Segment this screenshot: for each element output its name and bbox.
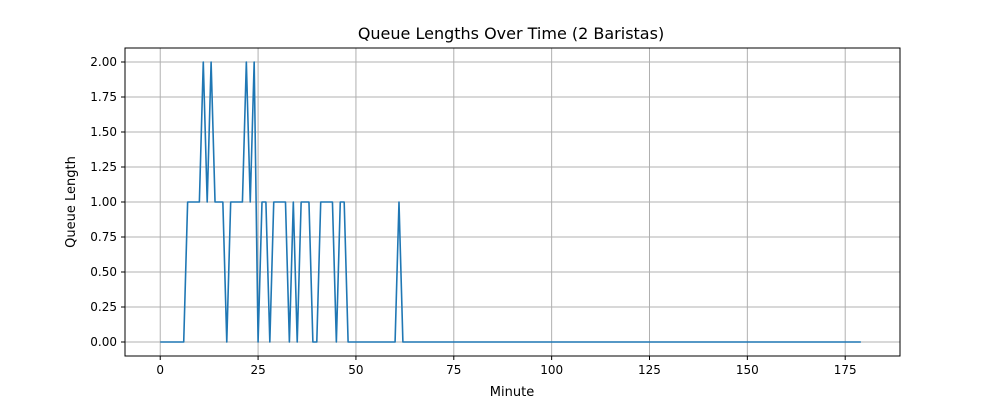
x-tick-label: 50 — [348, 363, 363, 377]
queue-length-line — [160, 61, 861, 343]
y-tick-label: 1.75 — [90, 90, 117, 104]
x-axis: 0 25 50 75 100 125 150 175 — [156, 356, 857, 377]
x-tick-label: 125 — [638, 363, 661, 377]
y-tick-label: 0.75 — [90, 230, 117, 244]
y-tick-label: 2.00 — [90, 55, 117, 69]
grid-lines — [125, 48, 900, 356]
y-tick-label: 0.50 — [90, 265, 117, 279]
x-tick-label: 175 — [834, 363, 857, 377]
y-tick-label: 1.00 — [90, 195, 117, 209]
x-axis-label: Minute — [490, 385, 534, 400]
series-group — [160, 61, 861, 343]
x-tick-label: 0 — [156, 363, 164, 377]
chart-title: Queue Lengths Over Time (2 Baristas) — [358, 24, 664, 43]
y-axis: 0.00 0.25 0.50 0.75 1.00 1.25 1.50 1.75 2.00 — [90, 55, 125, 349]
y-axis-label: Queue Length — [64, 156, 79, 248]
y-tick-label: 0.25 — [90, 300, 117, 314]
x-tick-label: 75 — [446, 363, 461, 377]
x-tick-label: 25 — [250, 363, 265, 377]
y-tick-label: 1.50 — [90, 125, 117, 139]
y-tick-label: 1.25 — [90, 160, 117, 174]
y-tick-label: 0.00 — [90, 335, 117, 349]
x-tick-label: 150 — [736, 363, 759, 377]
x-tick-label: 100 — [540, 363, 563, 377]
